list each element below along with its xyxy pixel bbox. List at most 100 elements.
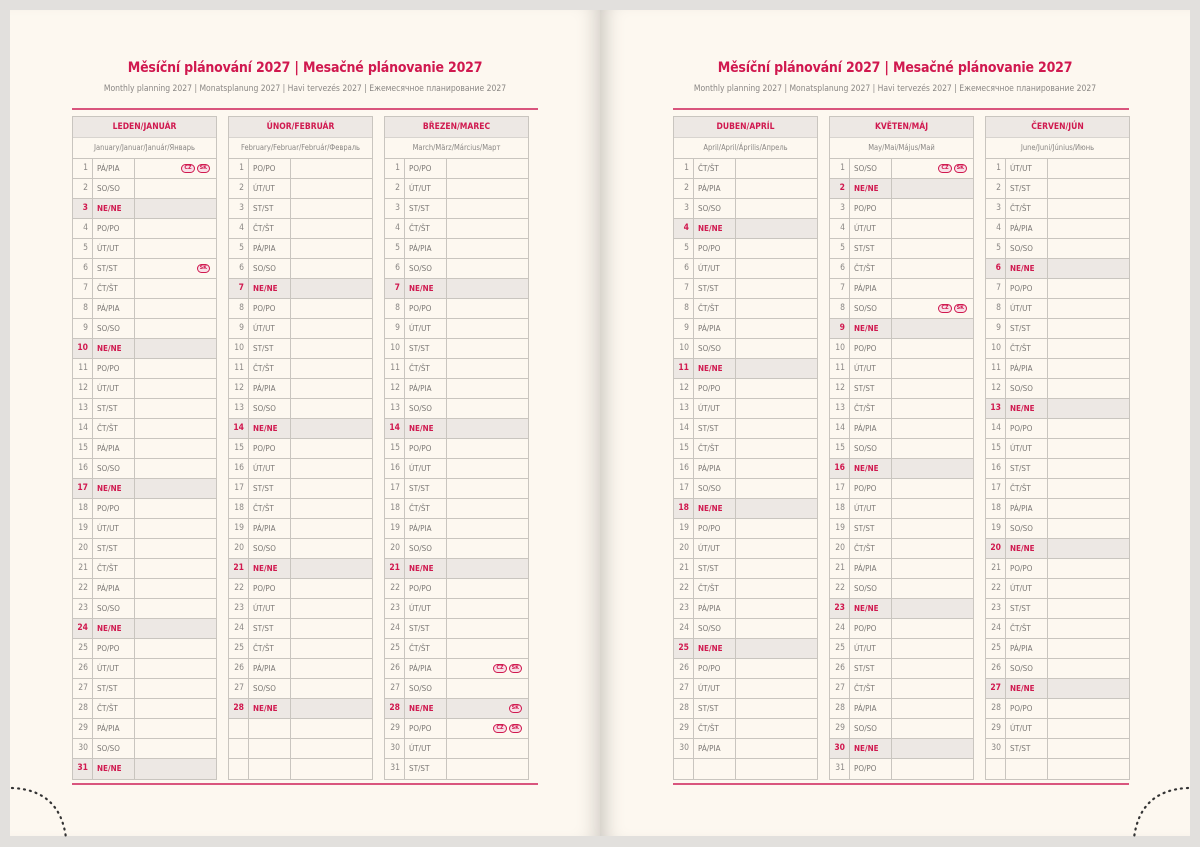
note-field[interactable] (135, 559, 216, 578)
day-row[interactable]: 9 ST/ST (986, 319, 1129, 339)
note-field[interactable] (736, 479, 817, 498)
day-row[interactable]: 8 ÚT/UT (986, 299, 1129, 319)
day-row[interactable]: 27 SO/SO (229, 679, 372, 699)
day-row[interactable]: 26 ST/ST (830, 659, 973, 679)
note-field[interactable] (736, 539, 817, 558)
day-row[interactable]: 25 PO/PO (73, 639, 216, 659)
day-row[interactable]: 2 SO/SO (73, 179, 216, 199)
day-row[interactable]: 5 ÚT/UT (73, 239, 216, 259)
note-field[interactable] (1048, 539, 1129, 558)
note-field[interactable] (447, 399, 528, 418)
day-row[interactable]: 20 ÚT/UT (674, 539, 817, 559)
note-field[interactable] (135, 239, 216, 258)
day-row[interactable]: 24 ST/ST (385, 619, 528, 639)
day-row[interactable]: 31 NE/NE (73, 759, 216, 779)
note-field[interactable] (1048, 599, 1129, 618)
day-row[interactable]: 18 ÚT/UT (830, 499, 973, 519)
day-row[interactable]: 2 NE/NE (830, 179, 973, 199)
note-field[interactable] (447, 519, 528, 538)
note-field[interactable] (736, 359, 817, 378)
day-row[interactable]: 8 PO/PO (229, 299, 372, 319)
note-field[interactable] (135, 379, 216, 398)
note-field[interactable] (736, 619, 817, 638)
note-field[interactable] (892, 579, 973, 598)
note-field[interactable] (135, 479, 216, 498)
day-row[interactable]: 23 SO/SO (73, 599, 216, 619)
note-field[interactable] (736, 679, 817, 698)
day-row[interactable]: 9 SO/SO (73, 319, 216, 339)
note-field[interactable] (1048, 639, 1129, 658)
note-field[interactable] (1048, 659, 1129, 678)
note-field[interactable] (135, 539, 216, 558)
day-row[interactable]: 5 PÁ/PIA (229, 239, 372, 259)
day-row[interactable]: 26 PÁ/PIA (229, 659, 372, 679)
note-field[interactable] (447, 219, 528, 238)
empty-row[interactable] (986, 759, 1129, 779)
day-row[interactable]: 8 ČT/ŠT (674, 299, 817, 319)
day-row[interactable]: 7 ČT/ŠT (73, 279, 216, 299)
note-field[interactable] (1048, 499, 1129, 518)
note-field[interactable] (736, 159, 817, 178)
day-row[interactable]: 24 ST/ST (229, 619, 372, 639)
note-field[interactable]: CZ SK (892, 159, 973, 178)
note-field[interactable] (736, 399, 817, 418)
day-row[interactable]: 15 PÁ/PIA (73, 439, 216, 459)
note-field[interactable]: CZ SK (892, 299, 973, 318)
day-row[interactable]: 11 PÁ/PIA (986, 359, 1129, 379)
day-row[interactable]: 16 ST/ST (986, 459, 1129, 479)
note-field[interactable] (1048, 299, 1129, 318)
note-field[interactable] (291, 739, 372, 758)
note-field[interactable] (1048, 619, 1129, 638)
day-row[interactable]: 1 PO/PO (229, 159, 372, 179)
note-field[interactable] (447, 199, 528, 218)
note-field[interactable] (736, 559, 817, 578)
note-field[interactable] (736, 459, 817, 478)
note-field[interactable] (135, 739, 216, 758)
day-row[interactable]: 14 NE/NE (385, 419, 528, 439)
note-field[interactable] (291, 659, 372, 678)
note-field[interactable] (447, 319, 528, 338)
day-row[interactable]: 17 NE/NE (73, 479, 216, 499)
day-row[interactable]: 11 ČT/ŠT (229, 359, 372, 379)
day-row[interactable]: 7 NE/NE (385, 279, 528, 299)
day-row[interactable]: 20 NE/NE (986, 539, 1129, 559)
day-row[interactable]: 12 ÚT/UT (73, 379, 216, 399)
note-field[interactable] (291, 479, 372, 498)
note-field[interactable] (892, 179, 973, 198)
note-field[interactable] (291, 699, 372, 718)
day-row[interactable]: 9 NE/NE (830, 319, 973, 339)
day-row[interactable]: 14 NE/NE (229, 419, 372, 439)
day-row[interactable]: 16 NE/NE (830, 459, 973, 479)
note-field[interactable] (892, 359, 973, 378)
note-field[interactable] (291, 179, 372, 198)
day-row[interactable]: 1 ČT/ŠT (674, 159, 817, 179)
note-field[interactable] (291, 239, 372, 258)
day-row[interactable]: 8 PO/PO (385, 299, 528, 319)
note-field[interactable] (1048, 759, 1129, 779)
note-field[interactable] (447, 179, 528, 198)
day-row[interactable]: 2 ÚT/UT (385, 179, 528, 199)
day-row[interactable]: 12 ST/ST (830, 379, 973, 399)
note-field[interactable] (135, 619, 216, 638)
note-field[interactable] (736, 179, 817, 198)
note-field[interactable] (736, 439, 817, 458)
day-row[interactable]: 23 ST/ST (986, 599, 1129, 619)
note-field[interactable] (291, 459, 372, 478)
note-field[interactable] (447, 499, 528, 518)
note-field[interactable] (892, 599, 973, 618)
note-field[interactable] (1048, 739, 1129, 758)
note-field[interactable] (1048, 219, 1129, 238)
day-row[interactable]: 27 NE/NE (986, 679, 1129, 699)
note-field[interactable] (892, 559, 973, 578)
note-field[interactable] (291, 219, 372, 238)
note-field[interactable] (447, 759, 528, 779)
note-field[interactable] (291, 419, 372, 438)
day-row[interactable]: 19 ÚT/UT (73, 519, 216, 539)
day-row[interactable]: 13 NE/NE (986, 399, 1129, 419)
day-row[interactable]: 8 PÁ/PIA (73, 299, 216, 319)
empty-row[interactable] (229, 739, 372, 759)
day-row[interactable]: 21 ST/ST (674, 559, 817, 579)
note-field[interactable] (1048, 479, 1129, 498)
day-row[interactable]: 6 NE/NE (986, 259, 1129, 279)
day-row[interactable]: 7 PÁ/PIA (830, 279, 973, 299)
